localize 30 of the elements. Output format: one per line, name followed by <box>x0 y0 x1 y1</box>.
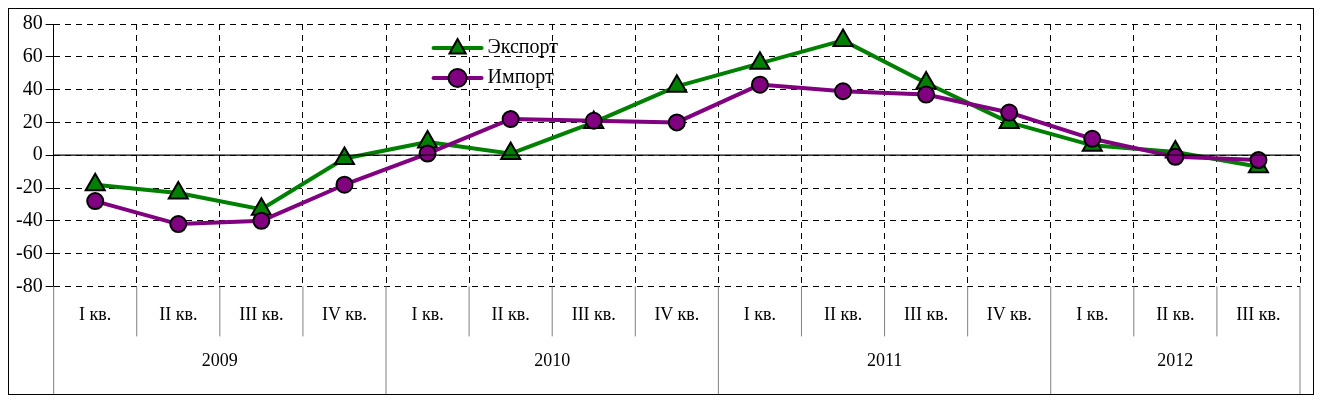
x-tick-label: III кв. <box>571 303 616 324</box>
text: 2011 <box>866 350 903 371</box>
x-tick-label: II кв. <box>1156 303 1195 324</box>
x-tick-label: I кв. <box>1076 303 1109 324</box>
text: 2010 <box>534 350 571 371</box>
y-tick-label: 40 <box>22 76 43 99</box>
legend-label: Экспорт <box>487 35 559 59</box>
x-tick-label: II кв. <box>823 303 863 324</box>
legend-label: Импорт <box>487 65 555 89</box>
x-tick-label: III кв. <box>239 303 284 324</box>
text: 2012 <box>1157 350 1194 371</box>
x-tick-label: I кв. <box>79 303 112 324</box>
y-tick-label: -20 <box>15 175 43 198</box>
text: 2009 <box>201 350 238 371</box>
x-tick-label: III кв. <box>1236 303 1281 324</box>
y-tick-label: 0 <box>32 142 43 165</box>
x-tick-label: IV кв. <box>322 303 367 324</box>
y-tick-label: 20 <box>22 109 43 132</box>
y-tick-label: -60 <box>15 240 43 263</box>
x-tick-label: I кв. <box>743 303 777 324</box>
x-tick-label: I кв. <box>411 303 444 324</box>
y-tick-label: -40 <box>15 208 43 231</box>
y-tick-label: 60 <box>22 44 43 67</box>
x-tick-label: IV кв. <box>986 303 1032 324</box>
x-tick-label: III кв. <box>903 303 949 324</box>
x-tick-label: IV кв. <box>654 303 700 324</box>
x-tick-label: II кв. <box>159 303 198 324</box>
y-tick-label: 80 <box>22 11 43 34</box>
y-tick-label: -80 <box>15 273 43 296</box>
x-tick-label: II кв. <box>491 303 530 324</box>
